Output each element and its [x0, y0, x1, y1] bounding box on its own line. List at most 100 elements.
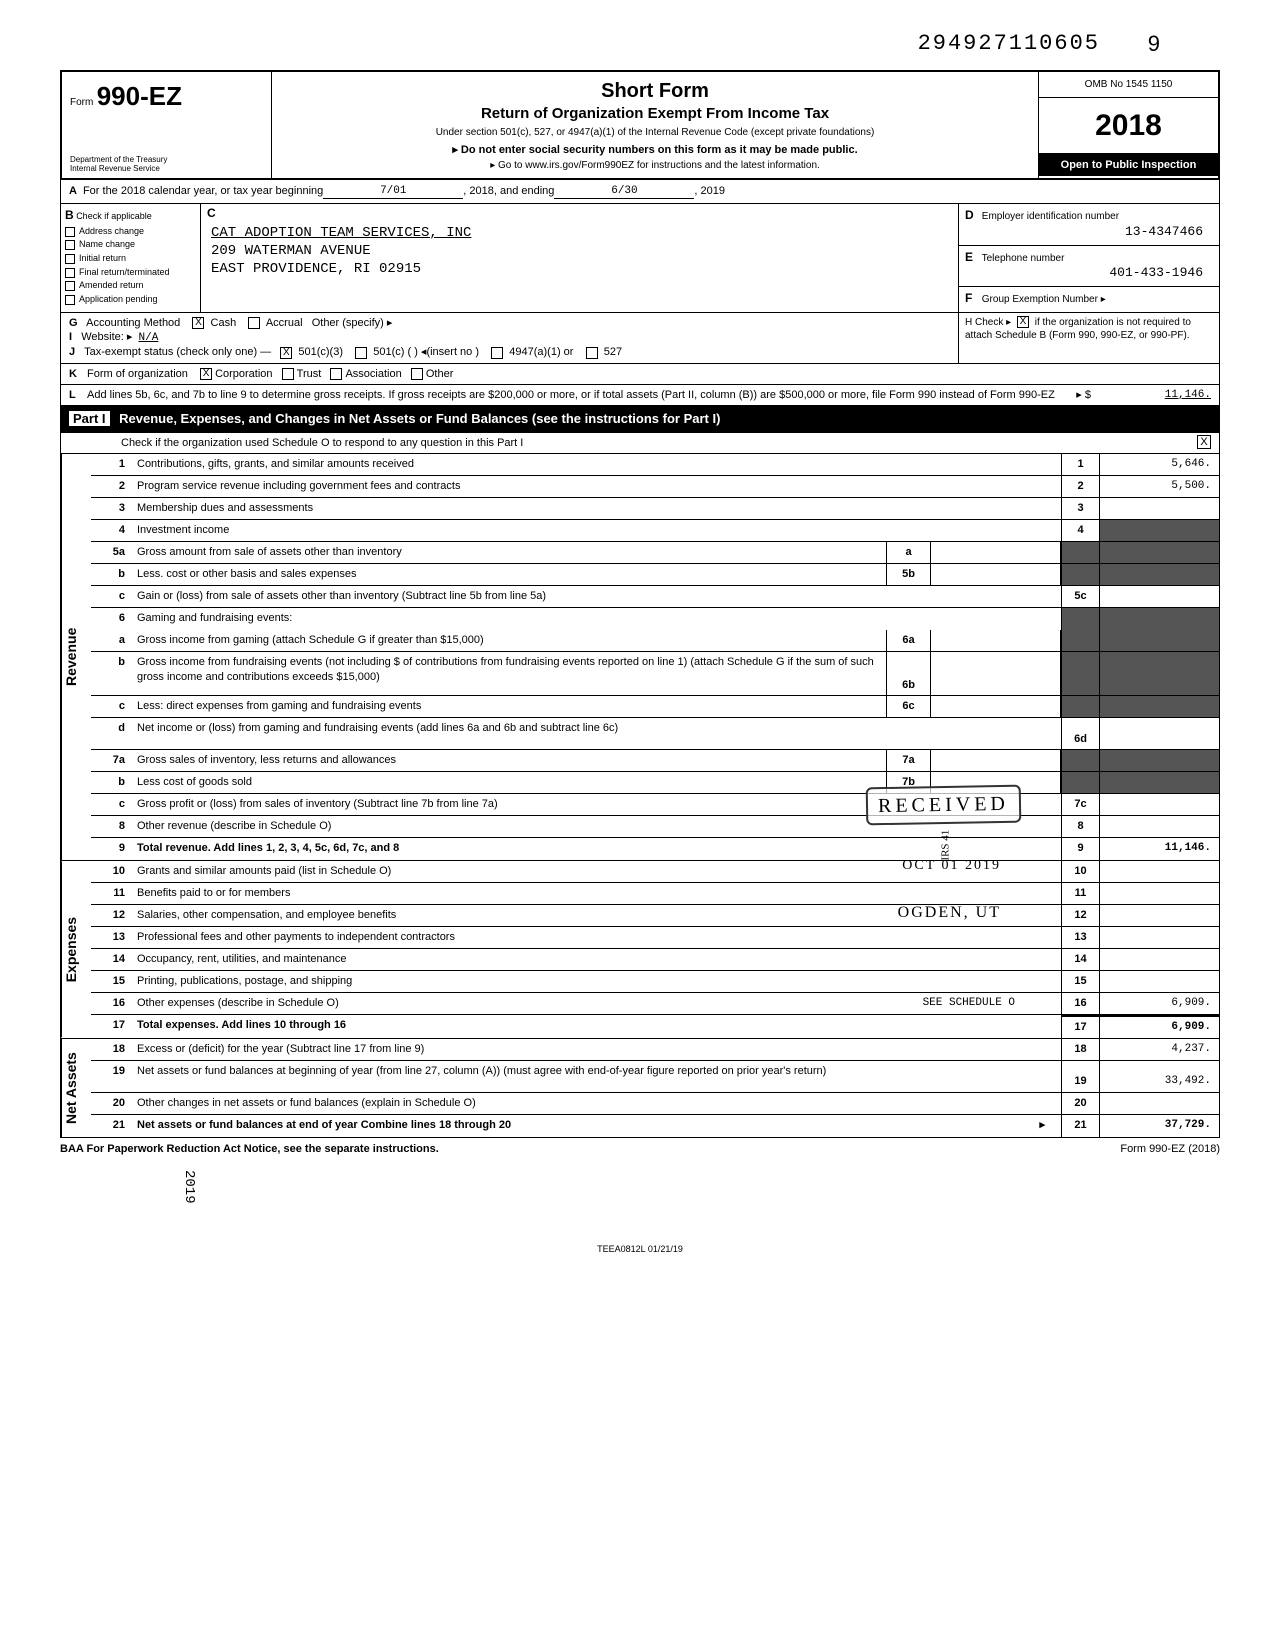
chk-association[interactable] [330, 368, 342, 380]
chk-501c[interactable] [355, 347, 367, 359]
block-f: F Group Exemption Number ▸ [959, 287, 1219, 311]
form-number: 990-EZ [97, 81, 182, 111]
chk-trust[interactable] [282, 368, 294, 380]
subtitle-ssn: ▸ Do not enter social security numbers o… [282, 143, 1028, 157]
title-return: Return of Organization Exempt From Incom… [282, 104, 1028, 124]
line-a-text1: For the 2018 calendar year, or tax year … [83, 184, 323, 199]
ein-label: Employer identification number [982, 211, 1119, 222]
footer-right: Form 990-EZ (2018) [1120, 1142, 1220, 1156]
line-2: 2 Program service revenue including gove… [91, 476, 1219, 498]
footer: BAA For Paperwork Reduction Act Notice, … [60, 1138, 1220, 1160]
netassets-body: 18 Excess or (deficit) for the year (Sub… [91, 1039, 1219, 1137]
chk-initial-return[interactable]: Initial return [65, 253, 196, 265]
chk-other-org[interactable] [411, 368, 423, 380]
line-6: 6 Gaming and fundraising events: [91, 608, 1219, 630]
chk-amended[interactable]: Amended return [65, 280, 196, 292]
label-f: F [965, 291, 979, 307]
line-15: 15 Printing, publications, postage, and … [91, 971, 1219, 993]
opt-501c3: 501(c)(3) [298, 346, 343, 358]
line-i: I Website: ▸ N/A [69, 330, 950, 345]
tax-year-end[interactable]: 6/30 [554, 184, 694, 199]
val-6a [931, 630, 1061, 651]
title-short-form: Short Form [282, 78, 1028, 104]
chk-527[interactable] [586, 347, 598, 359]
line-6a: a Gross income from gaming (attach Sched… [91, 630, 1219, 652]
line-18: 18 Excess or (deficit) for the year (Sub… [91, 1039, 1219, 1061]
stamp-received: RECEIVED [878, 791, 1009, 819]
label-g: G [69, 317, 78, 329]
revenue-label: Revenue [61, 454, 91, 860]
label-e: E [965, 250, 979, 266]
form-org-label: Form of organization [87, 367, 188, 381]
tax-exempt-label: Tax-exempt status (check only one) — [84, 346, 271, 358]
omb-number: OMB No 1545 1150 [1039, 72, 1218, 98]
part1-title: Revenue, Expenses, and Changes in Net As… [119, 411, 720, 426]
label-j: J [69, 346, 75, 358]
val-20 [1099, 1093, 1219, 1114]
header-right: OMB No 1545 1150 2018 Open to Public Ins… [1038, 72, 1218, 178]
val-6b [931, 652, 1061, 695]
line-16: 16 Other expenses (describe in Schedule … [91, 993, 1219, 1015]
val-7c [1099, 794, 1219, 815]
desc-9: Total revenue. Add lines 1, 2, 3, 4, 5c,… [137, 842, 399, 854]
other-label: Other (specify) ▸ [312, 317, 393, 329]
line-21: 21 Net assets or fund balances at end of… [91, 1115, 1219, 1137]
line-a: A For the 2018 calendar year, or tax yea… [60, 180, 1220, 204]
chk-cash[interactable]: X [192, 317, 204, 329]
line-13: 13 Professional fees and other payments … [91, 927, 1219, 949]
desc-16: Other expenses (describe in Schedule O) [137, 997, 339, 1009]
val-14 [1099, 949, 1219, 970]
chk-accrual[interactable] [248, 317, 260, 329]
open-public-badge: Open to Public Inspection [1039, 154, 1218, 176]
chk-501c3[interactable]: X [280, 347, 292, 359]
phone-label: Telephone number [982, 253, 1065, 264]
chk-final-return[interactable]: Final return/terminated [65, 267, 196, 279]
part1-sub-check[interactable]: X [1197, 435, 1211, 449]
opt-other-org: Other [426, 367, 454, 381]
page-top: 294927110605 9 [60, 30, 1220, 70]
col-c: C CAT ADOPTION TEAM SERVICES, INC 209 WA… [201, 204, 959, 312]
line-g: G Accounting Method X Cash Accrual Other… [69, 316, 950, 330]
line-a-text2: , 2018, and ending [463, 184, 554, 199]
line-5b: b Less. cost or other basis and sales ex… [91, 564, 1219, 586]
chk-schedule-b[interactable]: X [1017, 316, 1029, 328]
line-j: J Tax-exempt status (check only one) — X… [69, 345, 950, 359]
form-prefix: Form [70, 97, 93, 108]
val-12 [1099, 905, 1219, 926]
expenses-section: Expenses 10 Grants and similar amounts p… [60, 861, 1220, 1038]
line-11: 11 Benefits paid to or for members 11 [91, 883, 1219, 905]
checkbox-icon[interactable] [65, 254, 75, 264]
accounting-method-label: Accounting Method [86, 317, 180, 329]
org-address1: 209 WATERMAN AVENUE [211, 242, 948, 260]
line-7c: c Gross profit or (loss) from sales of i… [91, 794, 1219, 816]
checkbox-icon[interactable] [65, 240, 75, 250]
val-8 [1099, 816, 1219, 837]
checkbox-icon[interactable] [65, 295, 75, 305]
stamp-irs41: IRS 41 [938, 830, 952, 861]
checkbox-icon[interactable] [65, 281, 75, 291]
see-schedule-o: SEE SCHEDULE O [923, 996, 1015, 1010]
line-17: 17 Total expenses. Add lines 10 through … [91, 1015, 1219, 1037]
opt-trust: Trust [297, 367, 322, 381]
org-address2: EAST PROVIDENCE, RI 02915 [211, 260, 948, 278]
chk-pending[interactable]: Application pending [65, 294, 196, 306]
val-3 [1099, 498, 1219, 519]
chk-address-change[interactable]: Address change [65, 226, 196, 238]
form-header: Form 990-EZ Department of the Treasury I… [60, 70, 1220, 180]
opt-corporation: Corporation [215, 367, 272, 381]
opt-527: 527 [604, 346, 622, 358]
checkbox-icon[interactable] [65, 268, 75, 278]
chk-corporation[interactable]: X [200, 368, 212, 380]
checkbox-icon[interactable] [65, 227, 75, 237]
label-b: B [65, 208, 74, 222]
chk-name-change[interactable]: Name change [65, 239, 196, 251]
line-9: 9 Total revenue. Add lines 1, 2, 3, 4, 5… [91, 838, 1219, 860]
chk-4947[interactable] [491, 347, 503, 359]
tax-year-begin[interactable]: 7/01 [323, 184, 463, 199]
label-d: D [965, 208, 979, 224]
line-5c: c Gain or (loss) from sale of assets oth… [91, 586, 1219, 608]
col-def: D Employer identification number 13-4347… [959, 204, 1219, 312]
cash-label: Cash [211, 317, 237, 329]
label-c: C [207, 206, 216, 222]
line-6d: d Net income or (loss) from gaming and f… [91, 718, 1219, 750]
